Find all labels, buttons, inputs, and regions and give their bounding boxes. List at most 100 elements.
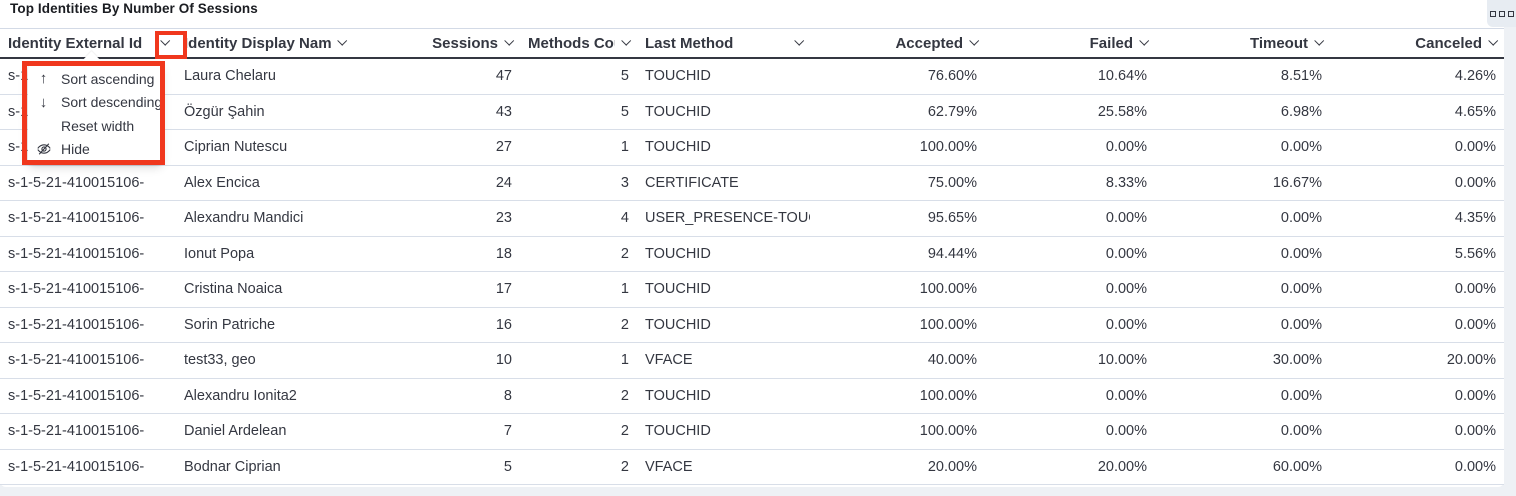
cell-identity-external-id: s-1-5-21-410015106-	[8, 210, 145, 227]
cell-timeout: 8.51%	[1280, 68, 1322, 85]
cell-sessions: 43	[495, 103, 512, 120]
cell-last-method: TOUCHID	[645, 245, 711, 262]
cell-canceled: 4.26%	[1454, 68, 1496, 85]
table-row: s-1-5-21-410015106- Bodnar Ciprian 5 2 V…	[0, 450, 1504, 485]
cell-last-method: VFACE	[645, 458, 693, 475]
column-header-accepted[interactable]: Accepted	[810, 29, 985, 57]
cell-canceled: 4.65%	[1454, 103, 1496, 120]
chevron-down-icon[interactable]	[1488, 35, 1499, 46]
cell-methods-count: 5	[620, 103, 629, 120]
cell-canceled: 0.00%	[1454, 281, 1496, 298]
cell-timeout: 0.00%	[1280, 316, 1322, 333]
menu-item-hide[interactable]: Hide	[28, 138, 162, 162]
panel-options-button[interactable]	[1487, 0, 1516, 27]
cell-identity-external-id: s-1-5-21-410015106-	[8, 352, 145, 369]
table-row: s-1-5-21-410015106- Laura Chelaru 47 5 T…	[0, 59, 1504, 95]
data-grid: Identity External Id Identity Display Na…	[0, 28, 1504, 485]
chevron-down-icon[interactable]	[504, 35, 515, 46]
cell-failed: 0.00%	[1105, 316, 1147, 333]
cell-failed: 0.00%	[1105, 423, 1147, 440]
cell-last-method: USER_PRESENCE-TOUC	[645, 210, 810, 227]
cell-last-method: VFACE	[645, 352, 693, 369]
table-row: s-1-5-21-410015106- Alex Encica 24 3 CER…	[0, 166, 1504, 201]
cell-identity-display-name: Özgür Şahin	[184, 103, 265, 120]
cell-canceled: 0.00%	[1454, 458, 1496, 475]
cell-sessions: 47	[495, 68, 512, 85]
cell-sessions: 24	[495, 174, 512, 191]
cell-identity-display-name: Alexandru Mandici	[184, 210, 304, 227]
cell-accepted: 100.00%	[919, 281, 977, 298]
column-header-identity-external-id[interactable]: Identity External Id	[0, 29, 176, 57]
cell-sessions: 7	[503, 423, 512, 440]
cell-sessions: 27	[495, 139, 512, 156]
chevron-down-icon[interactable]	[794, 35, 805, 46]
column-header-canceled[interactable]: Canceled	[1330, 29, 1504, 57]
cell-canceled: 0.00%	[1454, 387, 1496, 404]
table-row: s-1-5-21-410015106- Cristina Noaica 17 1…	[0, 272, 1504, 308]
chevron-down-icon[interactable]	[969, 35, 980, 46]
cell-timeout: 0.00%	[1280, 387, 1322, 404]
cell-sessions: 17	[495, 281, 512, 298]
cell-identity-external-id: s-1-5-21-410015106-	[8, 174, 145, 191]
panel-title: Top Identities By Number Of Sessions	[10, 1, 258, 16]
menu-item-sort-descending[interactable]: ↓ Sort descending	[28, 91, 162, 115]
cell-sessions: 10	[495, 352, 512, 369]
cell-timeout: 0.00%	[1280, 281, 1322, 298]
cell-identity-display-name: Ionut Popa	[184, 245, 255, 262]
cell-methods-count: 2	[620, 458, 629, 475]
column-header-identity-display-name[interactable]: Identity Display Name	[176, 29, 353, 57]
cell-canceled: 20.00%	[1446, 352, 1496, 369]
cell-identity-external-id: s-1-5-21-410015106-	[8, 423, 145, 440]
cell-timeout: 16.67%	[1272, 174, 1322, 191]
menu-item-reset-width[interactable]: Reset width	[61, 117, 135, 134]
chevron-down-icon[interactable]	[1139, 35, 1150, 46]
cell-methods-count: 1	[620, 139, 629, 156]
cell-identity-external-id: s-1-5-21-410015106-	[8, 245, 145, 262]
cell-last-method: TOUCHID	[645, 423, 711, 440]
cell-timeout: 60.00%	[1272, 458, 1322, 475]
chevron-down-icon[interactable]	[337, 35, 348, 46]
cell-accepted: 100.00%	[919, 139, 977, 156]
table-row: s-1-5-21-410015106- Özgür Şahin 43 5 TOU…	[0, 95, 1504, 130]
cell-identity-display-name: Alexandru Ionita2	[184, 387, 297, 404]
menu-item-sort-ascending[interactable]: ↑ Sort ascending	[28, 67, 162, 91]
cell-canceled: 0.00%	[1454, 139, 1496, 156]
cell-accepted: 100.00%	[919, 387, 977, 404]
column-header-last-method[interactable]: Last Method	[637, 29, 810, 57]
cell-failed: 0.00%	[1105, 387, 1147, 404]
cell-accepted: 100.00%	[919, 316, 977, 333]
column-header-timeout[interactable]: Timeout	[1155, 29, 1330, 57]
table-row: s-1-5-21-410015106- Ciprian Nutescu 27 1…	[0, 130, 1504, 166]
cell-last-method: TOUCHID	[645, 103, 711, 120]
chevron-down-icon[interactable]	[621, 35, 632, 46]
cell-failed: 10.00%	[1097, 352, 1147, 369]
column-actions-menu: ↑ Sort ascending ↓ Sort descending Reset…	[28, 64, 162, 164]
cell-last-method: TOUCHID	[645, 139, 711, 156]
cell-last-method: CERTIFICATE	[645, 174, 739, 191]
column-header-sessions[interactable]: Sessions	[353, 29, 520, 57]
cell-canceled: 0.00%	[1454, 423, 1496, 440]
cell-canceled: 5.56%	[1454, 245, 1496, 262]
cell-methods-count: 1	[620, 352, 629, 369]
column-header-methods-count[interactable]: Methods Count	[520, 29, 637, 57]
cell-failed: 20.00%	[1097, 458, 1147, 475]
column-header-failed[interactable]: Failed	[985, 29, 1155, 57]
table-row: s-1-5-21-410015106- Alexandru Ionita2 8 …	[0, 379, 1504, 414]
cell-accepted: 76.60%	[927, 68, 977, 85]
cell-accepted: 95.65%	[927, 210, 977, 227]
cell-last-method: TOUCHID	[645, 316, 711, 333]
cell-accepted: 20.00%	[927, 458, 977, 475]
chevron-down-icon[interactable]	[1314, 35, 1325, 46]
cell-timeout: 0.00%	[1280, 210, 1322, 227]
cell-methods-count: 2	[620, 316, 629, 333]
cell-timeout: 0.00%	[1280, 139, 1322, 156]
chevron-down-icon[interactable]	[160, 35, 171, 46]
cell-methods-count: 2	[620, 245, 629, 262]
table-body: s-1-5-21-410015106- Laura Chelaru 47 5 T…	[0, 59, 1504, 485]
cell-last-method: TOUCHID	[645, 387, 711, 404]
sort-descending-icon: ↓	[39, 93, 48, 111]
cell-methods-count: 4	[620, 210, 629, 227]
cell-identity-display-name: Alex Encica	[184, 174, 260, 191]
table-row: s-1-5-21-410015106- Sorin Patriche 16 2 …	[0, 308, 1504, 343]
